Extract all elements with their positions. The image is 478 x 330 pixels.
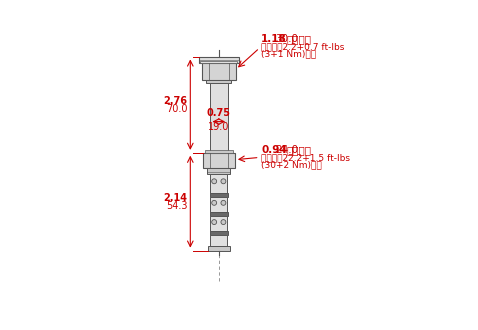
Text: (3+1 Nm)最大: (3+1 Nm)最大: [261, 50, 316, 59]
Text: 2.76: 2.76: [163, 96, 187, 106]
Text: 30.0: 30.0: [275, 34, 298, 44]
Text: 54.3: 54.3: [166, 201, 187, 211]
Bar: [200, 61, 237, 63]
Bar: [209, 212, 228, 216]
Text: 2.14: 2.14: [163, 193, 187, 203]
Bar: [210, 174, 227, 193]
Bar: [199, 56, 239, 63]
Bar: [210, 197, 227, 212]
Circle shape: [212, 200, 217, 205]
Circle shape: [221, 200, 226, 205]
Bar: [205, 150, 233, 153]
Circle shape: [212, 179, 217, 184]
Bar: [208, 246, 229, 250]
Bar: [202, 63, 236, 80]
Bar: [210, 235, 227, 246]
Circle shape: [212, 220, 217, 224]
Text: 1.18: 1.18: [261, 34, 287, 44]
Circle shape: [221, 179, 226, 184]
Bar: [209, 193, 228, 197]
Text: 对边宽度: 对边宽度: [286, 34, 312, 44]
Bar: [209, 231, 228, 235]
Bar: [209, 83, 228, 153]
Text: 0.94: 0.94: [261, 145, 287, 155]
Bar: [203, 153, 235, 168]
Text: 安装扭知22.2+1.5 ft-lbs: 安装扭知22.2+1.5 ft-lbs: [261, 153, 350, 162]
Bar: [210, 216, 227, 231]
Text: 19.0: 19.0: [208, 122, 229, 132]
Text: 70.0: 70.0: [166, 104, 187, 114]
Bar: [207, 168, 230, 174]
Text: 24.0: 24.0: [275, 145, 298, 155]
Bar: [206, 80, 231, 83]
Text: (30+2 Nm)最大: (30+2 Nm)最大: [261, 161, 322, 170]
Text: 安装扭知2.2+0.7 ft-lbs: 安装扭知2.2+0.7 ft-lbs: [261, 42, 345, 51]
Text: 0.75: 0.75: [207, 108, 231, 118]
Circle shape: [221, 220, 226, 224]
Text: 对边宽度: 对边宽度: [286, 145, 312, 155]
